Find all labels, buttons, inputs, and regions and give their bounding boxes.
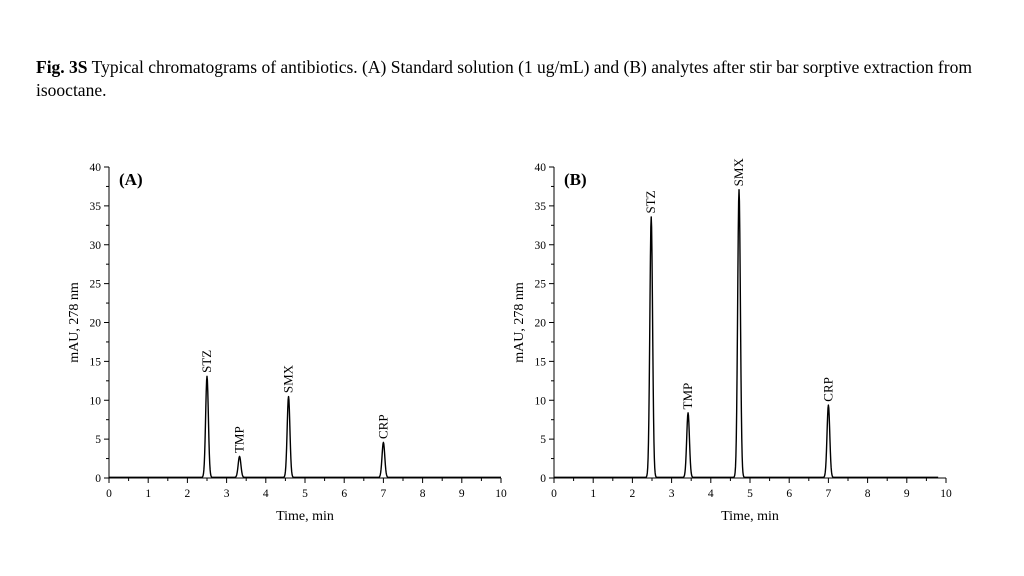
x-tick-label: 10 (495, 488, 507, 500)
peak-label-stz: STZ (199, 350, 214, 373)
peak-apex-crp (382, 442, 384, 444)
panel-label: (A) (119, 170, 143, 189)
x-tick-label: 4 (708, 488, 714, 500)
y-tick-label: 10 (90, 395, 102, 407)
x-tick-label: 5 (747, 488, 753, 500)
figure-caption: Fig. 3S Typical chromatograms of antibio… (36, 56, 976, 102)
peak-label-tmp: TMP (680, 383, 695, 410)
panel-label: (B) (564, 170, 587, 189)
peak-apex-stz (650, 216, 652, 219)
y-tick-label: 15 (535, 356, 547, 368)
x-tick-label: 3 (669, 488, 675, 500)
peak-label-crp: CRP (375, 414, 390, 439)
x-tick-label: 9 (459, 488, 465, 500)
peak-apex-tmp (238, 456, 241, 458)
figure-caption-text: Typical chromatograms of antibiotics. (A… (36, 57, 972, 100)
y-axis-title: mAU, 278 nm (512, 282, 527, 363)
x-tick-label: 2 (185, 488, 191, 500)
y-tick-label: 20 (535, 318, 547, 330)
peak-label-smx: SMX (731, 158, 746, 187)
chromatogram-trace (108, 375, 502, 479)
x-tick-label: 10 (940, 488, 952, 500)
y-axis-title: mAU, 278 nm (67, 282, 82, 363)
peak-label-tmp: TMP (232, 426, 247, 453)
x-tick-label: 9 (904, 488, 910, 500)
peak-label-smx: SMX (281, 364, 296, 393)
x-tick-label: 7 (381, 488, 387, 500)
x-tick-label: 3 (224, 488, 230, 500)
x-tick-label: 1 (145, 488, 151, 500)
figure-label: Fig. 3S (36, 57, 88, 77)
y-tick-label: 10 (535, 395, 547, 407)
peak-apex-stz (206, 376, 208, 378)
x-tick-label: 8 (865, 488, 871, 500)
x-tick-label: 5 (302, 488, 308, 500)
x-tick-label: 1 (590, 488, 596, 500)
x-tick-label: 6 (786, 488, 792, 500)
y-tick-label: 0 (540, 473, 546, 485)
y-tick-label: 35 (535, 201, 547, 213)
peak-apex-crp (827, 405, 829, 407)
y-tick-label: 40 (535, 162, 547, 174)
y-tick-label: 15 (90, 356, 102, 368)
chromatogram-panel-a: 0 5 10 15 20 25 30 35 40 0 1 2 3 4 5 6 7 8 9 10 Time, min mAU… (67, 162, 507, 524)
y-tick-label: 5 (95, 434, 101, 446)
y-tick-label: 25 (535, 279, 547, 291)
x-tick-label: 6 (341, 488, 347, 500)
x-tick-label: 4 (263, 488, 269, 500)
peak-label-crp: CRP (820, 377, 835, 402)
x-axis-title: Time, min (276, 509, 334, 524)
peak-apex-smx (738, 189, 740, 191)
y-tick-label: 20 (90, 318, 102, 330)
y-tick-label: 30 (535, 240, 547, 252)
x-tick-label: 8 (420, 488, 426, 500)
y-tick-label: 30 (90, 240, 102, 252)
y-tick-label: 0 (95, 473, 101, 485)
x-tick-label: 2 (630, 488, 636, 500)
y-tick-label: 40 (90, 162, 102, 174)
x-tick-label: 0 (551, 488, 557, 500)
x-tick-label: 0 (106, 488, 112, 500)
y-tick-label: 5 (540, 434, 546, 446)
chromatogram-panel-b: 0 5 10 15 20 25 30 35 40 0 1 2 3 4 5 6 7 8 9 10 Time, min mAU… (512, 158, 952, 524)
peak-apex-smx (287, 396, 290, 398)
y-tick-label: 35 (90, 201, 102, 213)
x-axis-title: Time, min (721, 509, 779, 524)
peak-apex-tmp (687, 412, 689, 415)
x-tick-label: 7 (826, 488, 832, 500)
chromatogram-trace (553, 189, 939, 479)
y-tick-label: 25 (90, 279, 102, 291)
peak-label-stz: STZ (643, 190, 658, 213)
